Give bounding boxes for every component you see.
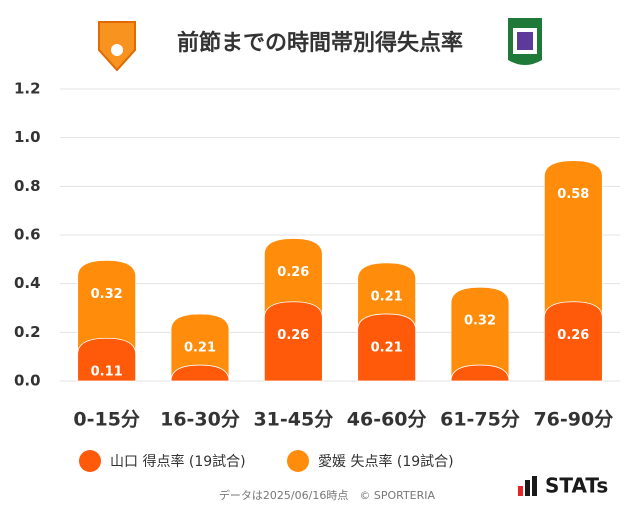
x-tick-label: 0-15分 <box>73 409 140 431</box>
bar-segment <box>543 160 603 319</box>
bar-segment <box>357 313 417 382</box>
bar-segment <box>357 262 417 331</box>
data-label: 0.11 <box>91 365 123 380</box>
brand: STATs <box>545 474 608 498</box>
y-tick-label: 0.2 <box>14 323 41 341</box>
y-tick-label: 0.0 <box>14 372 41 390</box>
x-tick-label: 31-45分 <box>253 409 333 431</box>
data-label: 0.26 <box>557 328 589 343</box>
data-label: 0.32 <box>91 287 123 302</box>
legend-label: 山口 得点率 (19試合) <box>110 453 246 470</box>
chart-title: 前節までの時間帯別得失点率 <box>177 30 463 56</box>
y-tick-label: 0.4 <box>14 274 41 292</box>
x-tick-label: 76-90分 <box>533 409 613 431</box>
bar-segment <box>263 301 323 382</box>
brand-logo <box>518 476 537 496</box>
bar-segment <box>450 364 510 382</box>
bar-segment <box>170 313 230 382</box>
data-label: 0.21 <box>371 289 403 304</box>
legend-marker <box>79 450 101 472</box>
y-tick-label: 1.2 <box>14 80 41 98</box>
footer: データは2025/06/16時点 © SPORTERIA <box>219 488 436 502</box>
away-logo <box>508 18 542 65</box>
bar-segment <box>77 260 137 355</box>
legend-marker <box>287 450 309 472</box>
legend-label: 愛媛 失点率 (19試合) <box>318 453 454 470</box>
y-tick-label: 1.0 <box>14 128 41 146</box>
data-label: 0.32 <box>464 314 496 329</box>
bar-segment <box>543 301 603 382</box>
x-tick-label: 46-60分 <box>347 409 427 431</box>
home-logo <box>98 21 136 72</box>
data-label: 0.21 <box>371 340 403 355</box>
data-label: 0.21 <box>184 340 216 355</box>
bar-segment <box>77 337 137 382</box>
x-tick-label: 61-75分 <box>440 409 520 431</box>
data-label: 0.58 <box>557 187 589 202</box>
bar-segment <box>170 364 230 382</box>
y-tick-label: 0.8 <box>14 177 41 195</box>
y-tick-label: 0.6 <box>14 226 41 244</box>
bar-segment <box>263 238 323 319</box>
bar-segment <box>450 286 510 382</box>
data-label: 0.26 <box>277 265 309 280</box>
data-label: 0.26 <box>277 328 309 343</box>
x-tick-label: 16-30分 <box>160 409 240 431</box>
